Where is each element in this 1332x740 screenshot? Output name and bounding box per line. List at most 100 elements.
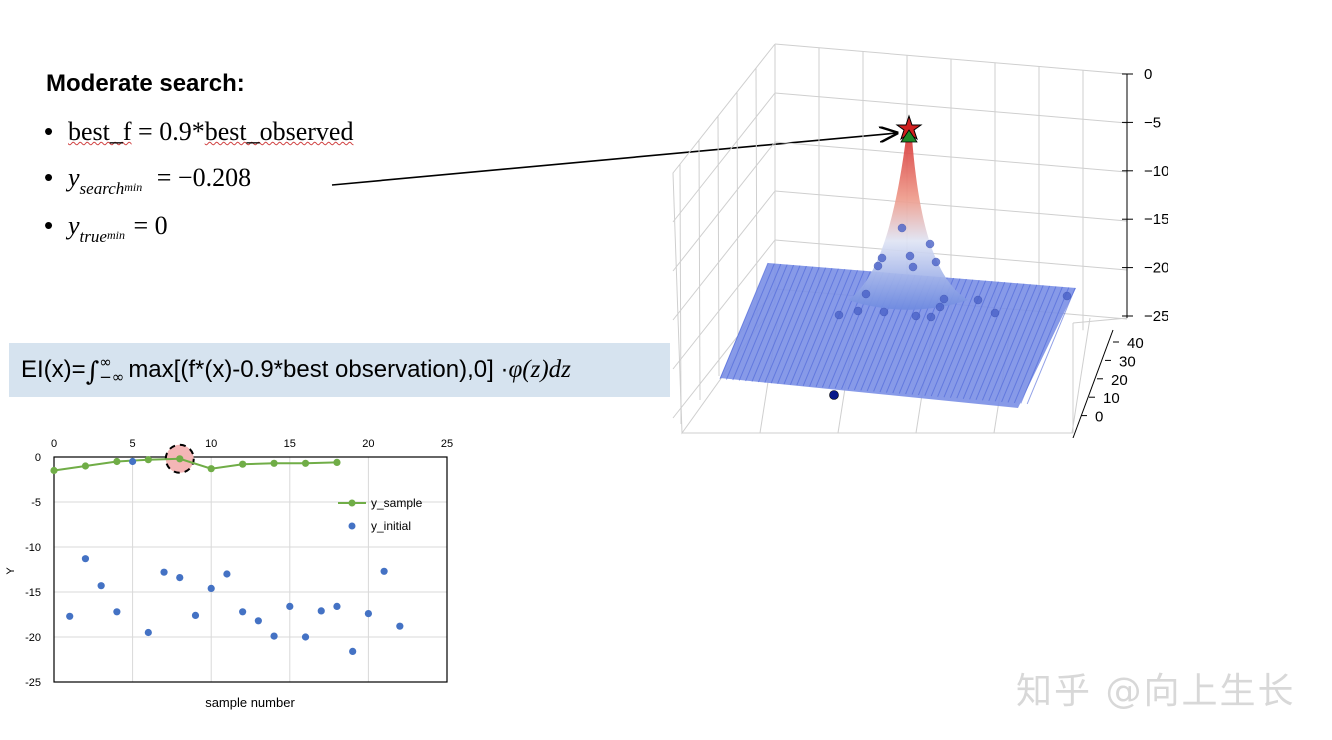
series-y-initial-point xyxy=(380,567,388,575)
surface-spike xyxy=(732,263,782,381)
series-y-initial-point xyxy=(317,607,325,615)
best-f-term: best_f xyxy=(68,117,132,146)
series-y-sample-line xyxy=(53,457,337,472)
panel-grid-line xyxy=(774,239,1128,271)
surface-spike xyxy=(930,279,980,397)
surface-spike xyxy=(1020,287,1070,404)
surface-sample-point xyxy=(905,251,915,261)
surface-sample-point xyxy=(1062,291,1072,301)
series-y-initial-point xyxy=(129,457,137,466)
annotation-arrow xyxy=(331,133,897,186)
surface-sample-point xyxy=(908,262,918,272)
chart-y-ticks: 0 -5 -10 -15 -20 -25 xyxy=(25,452,41,689)
y-tick-label: 20 xyxy=(1111,372,1128,389)
panel-grid-line xyxy=(679,163,682,425)
surface-sample-point xyxy=(973,295,983,305)
surface-spike xyxy=(725,263,775,380)
series-y-initial-point xyxy=(270,632,278,640)
y-true-value: = 0 xyxy=(126,211,168,240)
surface-spike xyxy=(745,264,795,382)
watermark: 知乎 @向上生长 xyxy=(1016,671,1296,712)
surface-sample-point xyxy=(939,294,949,304)
surface-spike xyxy=(802,269,852,386)
y-axis-line xyxy=(1072,329,1114,438)
ei-tail: φ(z)dz xyxy=(508,356,571,383)
surface-spike xyxy=(764,266,814,383)
legend-y-sample-label: y_sample xyxy=(371,496,423,510)
best-f-operator: = 0.9* xyxy=(131,117,205,146)
legend-y-initial-marker xyxy=(348,522,356,530)
series-y-sample-point xyxy=(113,457,121,466)
chart-series xyxy=(50,455,404,655)
surface-sample-point xyxy=(911,311,921,321)
series-y-initial-point xyxy=(113,608,121,616)
series-y-sample-point xyxy=(207,465,215,473)
best-observed-term: best_observed xyxy=(204,117,354,146)
surface-spike xyxy=(738,264,788,381)
surface-sample-point xyxy=(931,257,941,267)
series-y-initial-point xyxy=(349,647,357,655)
ei-body: max[(f*(x)-0.9*best observation),0] · xyxy=(128,356,509,383)
z-tick-label: −20 xyxy=(1144,260,1168,277)
series-y-initial-point xyxy=(333,602,341,610)
legend-y-sample-marker xyxy=(348,499,356,507)
surface-spike xyxy=(757,265,807,383)
surface-spike xyxy=(969,283,1019,400)
panel-grid-line xyxy=(682,323,1074,434)
z-tick-label: −5 xyxy=(1144,114,1161,131)
surface-3d-points xyxy=(829,114,1072,400)
panel-grid-line xyxy=(717,115,720,377)
y-true-sub: true xyxy=(79,227,107,246)
series-y-sample-point xyxy=(239,460,247,468)
chart-legend: y_sample y_initial xyxy=(338,496,423,533)
series-y-initial-point xyxy=(239,608,247,616)
series-y-initial-point xyxy=(301,633,310,641)
bullet-y-true: • ytruemin = 0 xyxy=(44,210,168,246)
sample-chart: 0 5 10 15 20 25 0 -5 -10 -15 -20 -25 sample number… xyxy=(5,438,453,710)
ei-prefix: EI(x)= xyxy=(21,356,86,383)
ei-formula-box: EI(x)= ∫ ∞ −∞ max[(f*(x)-0.9*best observ… xyxy=(9,343,670,397)
surface-sample-point xyxy=(879,307,889,317)
series-y-initial-point xyxy=(97,582,105,590)
surface-spike xyxy=(962,282,1012,399)
chart-x-label: sample number xyxy=(205,695,295,710)
panel-grid-line xyxy=(672,92,776,223)
surface-sample-point xyxy=(990,308,1000,318)
series-y-initial-point xyxy=(364,610,372,618)
surface-spike xyxy=(796,269,846,386)
y-tick-label: -10 xyxy=(25,542,41,554)
panel-grid-line xyxy=(1071,317,1091,434)
y-search-var: y xyxy=(68,163,80,192)
surface-spike xyxy=(975,283,1025,400)
surface-3d-mesh xyxy=(719,138,1076,408)
surface-sample-point xyxy=(935,302,945,312)
y-search-subsub: min xyxy=(124,180,143,194)
surface-sample-point xyxy=(834,310,844,320)
surface-sample-point xyxy=(897,223,907,233)
chart-plot-frame xyxy=(53,456,448,683)
surface-spike xyxy=(981,284,1031,401)
series-y-initial-point xyxy=(81,555,90,563)
x-tick-label: 0 xyxy=(51,438,57,450)
y-tick-label: 40 xyxy=(1127,335,1144,352)
bullet-marker: • xyxy=(44,116,54,146)
series-y-sample-point xyxy=(50,466,58,475)
surface-sample-point xyxy=(873,261,883,271)
y-tick-label: 30 xyxy=(1119,353,1136,370)
surface-sample-point xyxy=(925,239,935,249)
surface-spike xyxy=(719,262,769,380)
x-tick-label: 20 xyxy=(362,438,374,450)
surface-3d-z-ticks: 0 −5 −10 −15 −20 −25 xyxy=(1122,66,1168,325)
panel-grid-line xyxy=(672,190,776,321)
series-y-initial-point xyxy=(191,611,200,619)
chart-gridlines xyxy=(53,456,448,683)
legend-y-initial-label: y_initial xyxy=(371,519,411,533)
series-y-sample-point xyxy=(333,458,341,466)
bullet-marker: • xyxy=(44,210,54,240)
series-y-sample-point xyxy=(301,459,310,467)
chart-x-ticks: 0 5 10 15 20 25 xyxy=(51,438,453,450)
surface-peak xyxy=(848,138,968,310)
